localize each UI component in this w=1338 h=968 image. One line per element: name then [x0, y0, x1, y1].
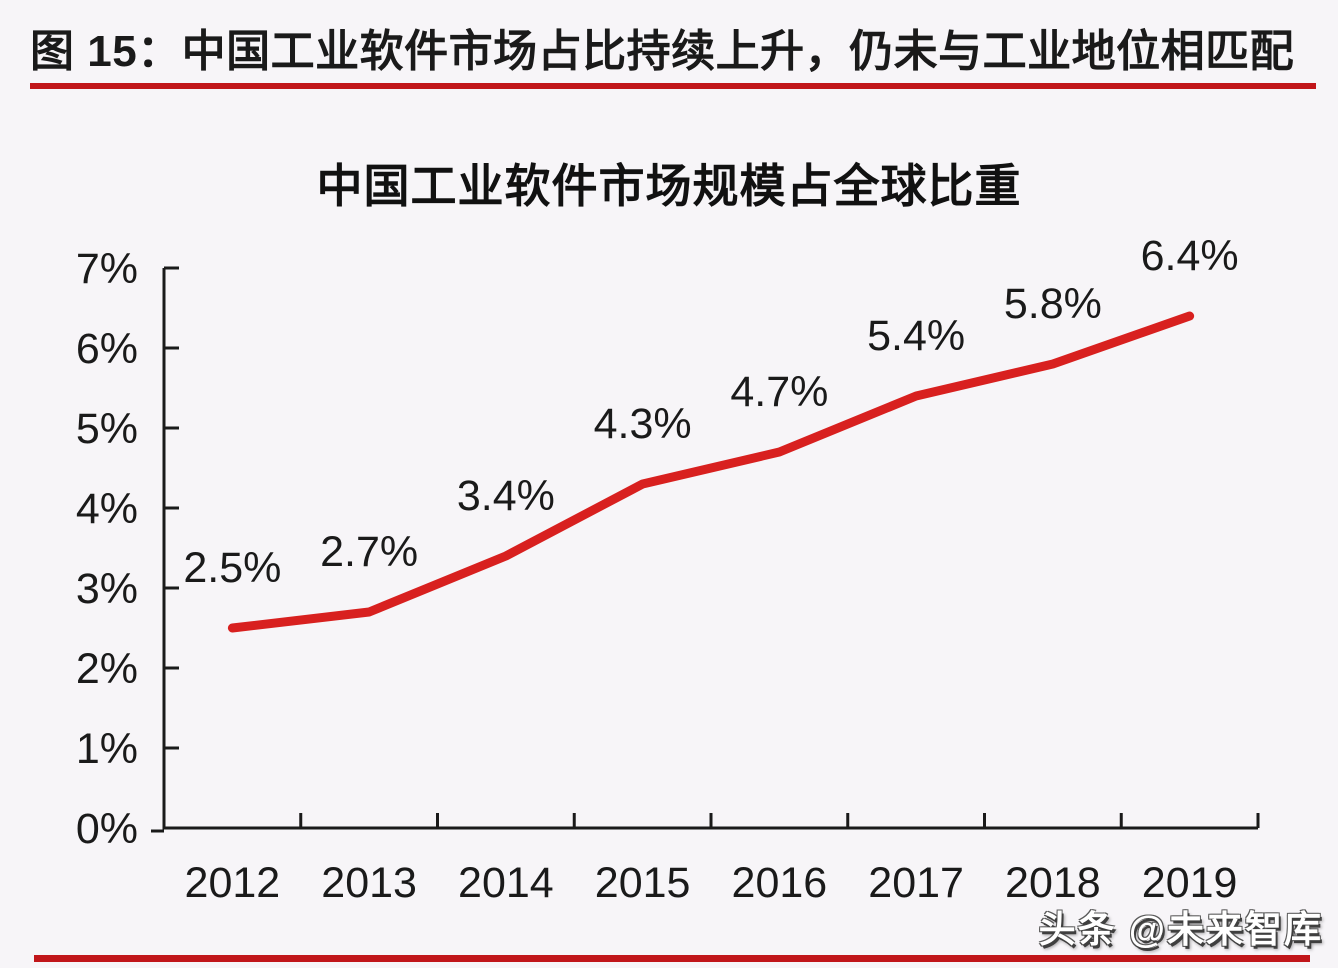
figure-caption: 图 15：中国工业软件市场占比持续上升，仍未与工业地位相匹配 — [30, 27, 1295, 76]
x-axis-label: 2012 — [185, 859, 281, 907]
x-axis-label: 2014 — [458, 859, 554, 907]
red-divider-bottom — [34, 955, 1310, 962]
y-axis-label: 6% — [76, 325, 138, 373]
axis-frame — [162, 268, 1258, 830]
series-line — [227, 311, 1195, 633]
data-label: 2.5% — [183, 544, 281, 592]
y-axis-label: 4% — [76, 485, 138, 533]
data-label: 5.8% — [1004, 280, 1102, 328]
x-axis-label: 2016 — [732, 859, 828, 907]
x-axis-label: 2015 — [595, 859, 691, 907]
y-axis-label: 2% — [76, 645, 138, 693]
y-axis-label: 5% — [76, 405, 138, 453]
data-label: 4.3% — [594, 400, 692, 448]
data-label: 4.7% — [730, 368, 828, 416]
y-axis-label: 1% — [76, 725, 138, 773]
x-axis-label: 2013 — [321, 859, 417, 907]
data-label: 3.4% — [457, 472, 555, 520]
x-axis-label: 2019 — [1142, 859, 1238, 907]
y-axis-label: 3% — [76, 565, 138, 613]
chart-title: 中国工业软件市场规模占全球比重 — [316, 160, 1022, 212]
y-axis-label: 7% — [76, 245, 138, 293]
red-divider-top — [30, 83, 1316, 89]
watermark: 头条 @未来智库 — [1038, 909, 1323, 950]
x-axis-label: 2017 — [868, 859, 964, 907]
x-axis-label: 2018 — [1005, 859, 1101, 907]
data-label: 5.4% — [867, 312, 965, 360]
y-axis-label: 0% — [76, 805, 138, 853]
data-label: 6.4% — [1141, 232, 1239, 280]
data-label: 2.7% — [320, 528, 418, 576]
